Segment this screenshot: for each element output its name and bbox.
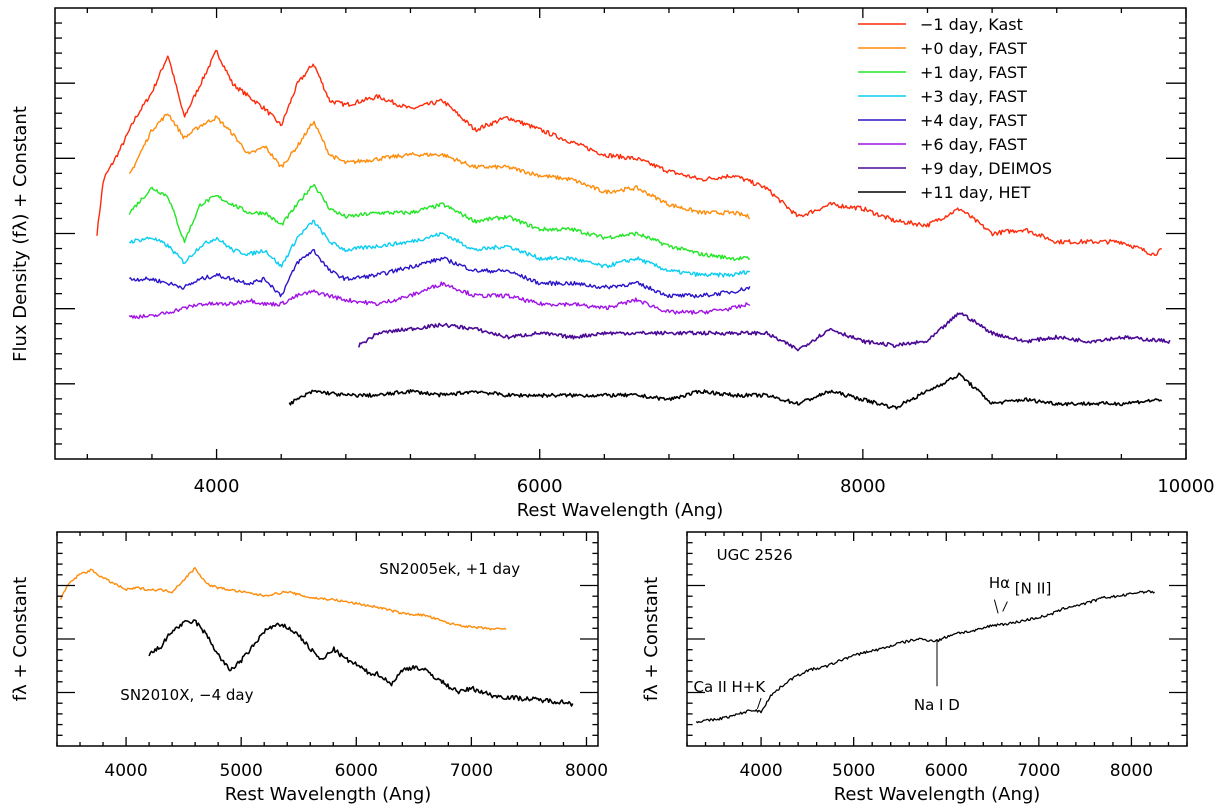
x-tick-label: 7000 bbox=[1017, 761, 1060, 781]
annotation-label: Hα bbox=[989, 574, 1010, 592]
x-tick-label: 6000 bbox=[517, 476, 563, 497]
x-tick-label: 4000 bbox=[194, 476, 240, 497]
host-y-axis-label: fλ + Constant bbox=[641, 577, 662, 701]
comparison-axis-ticks: 4000 5000 6000 7000 8000 bbox=[56, 532, 608, 781]
comparison-annotations: SN2005ek, +1 day SN2010X, −4 day bbox=[120, 560, 520, 704]
series-line-0-7 bbox=[288, 372, 1163, 410]
host-axis-ticks: 4000 5000 6000 7000 8000 bbox=[686, 532, 1188, 781]
series-line-0-5 bbox=[128, 281, 751, 320]
x-tick-label: 5000 bbox=[832, 761, 875, 781]
legend-entry: +11 day, HET bbox=[920, 183, 1031, 202]
series-line-2-0 bbox=[695, 589, 1155, 724]
comparison-series-lines bbox=[59, 566, 574, 707]
x-tick-label: 6000 bbox=[925, 761, 968, 781]
x-tick-label: 8000 bbox=[1110, 761, 1153, 781]
comparison-y-axis-label: fλ + Constant bbox=[10, 577, 31, 701]
host-galaxy-panel: 4000 5000 6000 7000 8000 UGC 2526 Ca II H+K Na… bbox=[641, 531, 1188, 805]
series-line-0-0 bbox=[96, 49, 1162, 257]
x-tick-label: 10000 bbox=[1157, 476, 1214, 497]
main-series-lines bbox=[96, 49, 1171, 410]
annotation-label: SN2005ek, +1 day bbox=[379, 560, 520, 578]
annotation-label: UGC 2526 bbox=[717, 546, 793, 564]
annotation-label: SN2010X, −4 day bbox=[120, 686, 253, 704]
main-axis-ticks: 4000 6000 8000 10000 bbox=[55, 8, 1215, 497]
annotation-label: [N II] bbox=[1015, 580, 1052, 598]
host-annotations: UGC 2526 Ca II H+K Na I D Hα [N II] bbox=[693, 546, 1051, 714]
legend-entry: +0 day, FAST bbox=[920, 39, 1027, 58]
series-line-0-1 bbox=[128, 113, 751, 220]
x-tick-label: 8000 bbox=[565, 761, 608, 781]
series-line-1-1 bbox=[148, 619, 574, 707]
main-spectra-panel: 4000 6000 8000 10000 −1 day, Kast +0 day, FA… bbox=[10, 7, 1215, 521]
legend-entry: +4 day, FAST bbox=[920, 111, 1027, 130]
legend-entry: +9 day, DEIMOS bbox=[920, 159, 1052, 178]
series-line-0-4 bbox=[128, 248, 751, 299]
series-line-0-2 bbox=[128, 183, 750, 262]
main-y-axis-label: Flux Density (fλ) + Constant bbox=[10, 106, 31, 362]
x-tick-label: 6000 bbox=[335, 761, 378, 781]
legend-entry: −1 day, Kast bbox=[920, 15, 1023, 34]
series-line-0-6 bbox=[358, 312, 1171, 352]
legend-entry: +1 day, FAST bbox=[920, 63, 1027, 82]
main-x-axis-label: Rest Wavelength (Ang) bbox=[517, 500, 724, 521]
annotation-pointer bbox=[1002, 601, 1008, 612]
series-line-1-0 bbox=[59, 566, 507, 631]
x-tick-label: 8000 bbox=[840, 476, 886, 497]
x-tick-label: 4000 bbox=[739, 761, 782, 781]
x-tick-label: 4000 bbox=[104, 761, 147, 781]
legend-entry: +6 day, FAST bbox=[920, 135, 1027, 154]
x-tick-label: 7000 bbox=[450, 761, 493, 781]
annotation-label: Na I D bbox=[914, 696, 960, 714]
host-series-lines bbox=[695, 589, 1155, 724]
host-x-axis-label: Rest Wavelength (Ang) bbox=[834, 784, 1041, 805]
legend-entry: +3 day, FAST bbox=[920, 87, 1027, 106]
comparison-panel: 4000 5000 6000 7000 8000 SN2005ek, +1 daySN2… bbox=[10, 531, 608, 805]
series-line-0-3 bbox=[128, 219, 751, 278]
x-tick-label: 5000 bbox=[220, 761, 263, 781]
annotation-pointer bbox=[993, 599, 999, 614]
annotation-label: Ca II H+K bbox=[693, 678, 766, 696]
annotation-pointer bbox=[756, 697, 762, 710]
comparison-x-axis-label: Rest Wavelength (Ang) bbox=[225, 784, 432, 805]
main-legend: −1 day, Kast +0 day, FAST +1 day, FAST +3 d… bbox=[858, 15, 1052, 202]
